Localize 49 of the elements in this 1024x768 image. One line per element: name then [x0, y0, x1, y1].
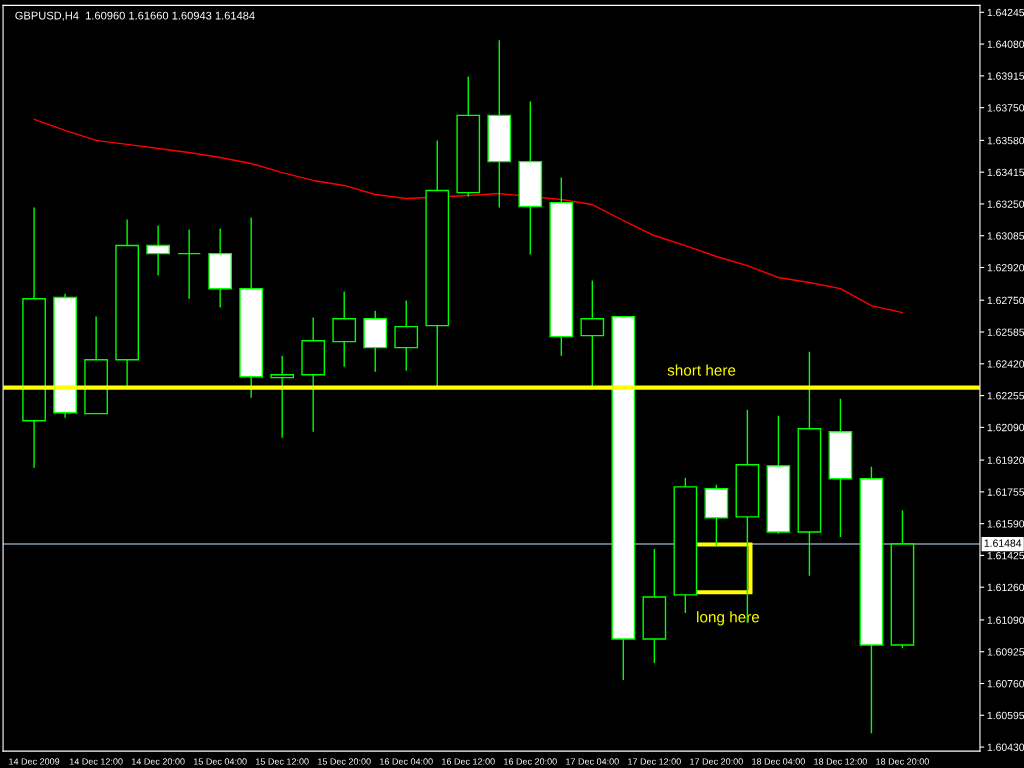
- x-tick-label: 17 Dec 12:00: [628, 758, 681, 765]
- chart-title: GBPUSD,H4 1.60960 1.61660 1.60943 1.61484: [15, 11, 255, 21]
- y-tick-label: 1.61090: [987, 616, 1024, 624]
- x-tick-label: 14 Dec 12:00: [69, 758, 123, 765]
- y-tick-label: 1.62255: [987, 392, 1024, 400]
- y-tick-label: 1.63580: [987, 136, 1024, 145]
- x-tick-label: 17 Dec 20:00: [690, 758, 743, 765]
- candlestick: [394, 299, 419, 372]
- y-tick-label: 1.64245: [987, 8, 1024, 17]
- candlestick: [146, 224, 170, 277]
- y-tick-label: 1.63085: [987, 232, 1024, 240]
- y-tick-label: 1.61260: [987, 583, 1024, 592]
- y-tick-label: 1.63415: [987, 168, 1024, 177]
- x-tick-label: 16 Dec 20:00: [504, 758, 557, 765]
- y-tick-label: 1.61920: [987, 456, 1024, 464]
- y-tick-label: 1.63750: [987, 104, 1024, 112]
- y-tick-label: 1.60760: [987, 680, 1024, 688]
- candlestick: [332, 290, 357, 368]
- x-tick-label: 18 Dec 12:00: [814, 758, 867, 765]
- x-tick-label: 18 Dec 04:00: [752, 758, 805, 765]
- y-tick-label: 1.61425: [987, 551, 1024, 560]
- y-tick-label: 1.62090: [987, 423, 1024, 432]
- line-series: [33, 118, 904, 314]
- x-tick-label: 14 Dec 2009: [9, 758, 60, 765]
- y-tick-label: 1.62750: [987, 296, 1024, 305]
- y-tick-label: 1.64080: [987, 40, 1024, 48]
- x-tick-label: 15 Dec 12:00: [256, 758, 309, 765]
- ref-line-label: short here: [667, 364, 736, 376]
- x-tick-label: 15 Dec 04:00: [194, 758, 247, 765]
- x-tick-label: 15 Dec 20:00: [318, 758, 371, 765]
- candlestick: [270, 355, 295, 439]
- candlestick: [177, 228, 202, 300]
- y-tick-label: 1.60925: [987, 648, 1024, 656]
- x-tick-label: 16 Dec 04:00: [380, 758, 433, 765]
- y-tick-label: 1.63250: [987, 200, 1024, 208]
- y-tick-label: 1.62920: [987, 264, 1024, 272]
- x-tick-label: 14 Dec 20:00: [131, 758, 185, 765]
- candlestick: [580, 279, 605, 389]
- y-tick-label: 1.60430: [987, 743, 1024, 751]
- ref-line-label: 1.61484: [984, 539, 1022, 547]
- y-tick-label: 1.62420: [987, 360, 1024, 368]
- y-tick-label: 1.61755: [987, 488, 1024, 496]
- y-tick-label: 1.61590: [987, 520, 1024, 528]
- x-tick-label: 17 Dec 04:00: [566, 758, 619, 765]
- y-tick-label: 1.63915: [987, 72, 1024, 80]
- x-tick-label: 18 Dec 20:00: [876, 758, 929, 765]
- x-tick-label: 16 Dec 12:00: [442, 758, 495, 765]
- y-tick-label: 1.62585: [987, 328, 1024, 336]
- y-tick-label: 1.60595: [987, 711, 1024, 720]
